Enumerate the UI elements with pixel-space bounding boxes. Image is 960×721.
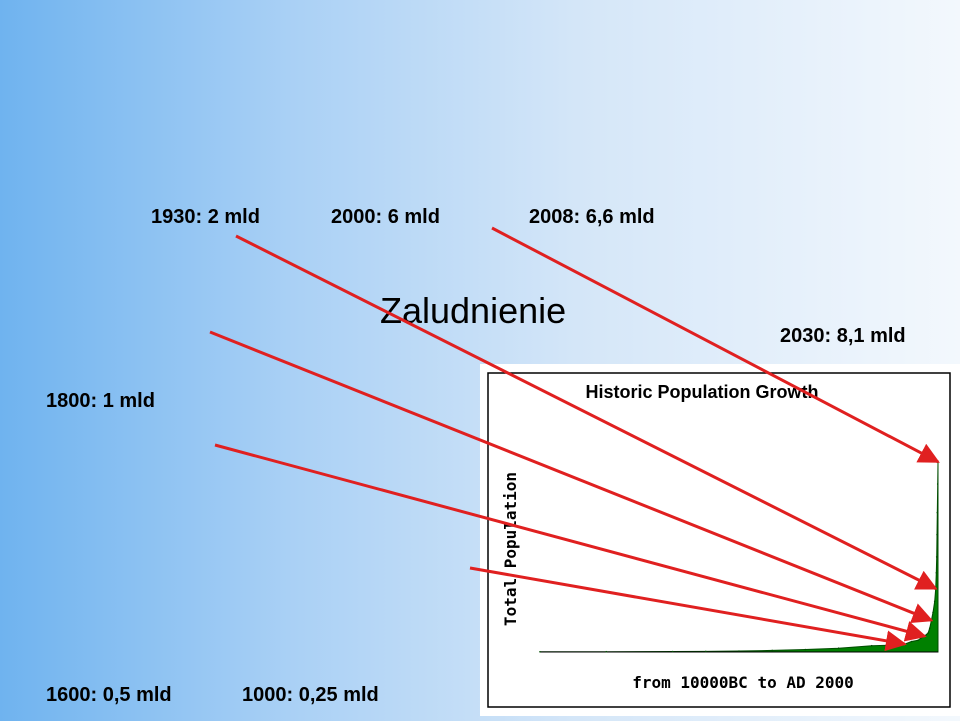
data-point [920,636,923,639]
data-point [936,511,939,514]
data-point [771,649,773,652]
data-point [932,611,934,614]
data-point [904,643,906,645]
chart-frame [487,372,951,708]
chart-panel: Historic Population Growth Total Populat… [480,364,960,716]
data-point [605,650,608,653]
data-point [837,647,840,649]
data-point [935,556,938,558]
data-point [935,572,938,574]
data-point [925,633,928,636]
data-point [917,639,919,642]
data-point [934,587,937,590]
data-point [937,461,939,463]
data-point [804,648,807,651]
data-point [910,640,913,643]
chart-xlabel: from 10000BC to AD 2000 [632,673,854,692]
data-point [870,644,873,647]
annotation-1000: 1000: 0,25 mld [242,684,379,706]
data-point [936,483,939,485]
annotation-2030: 2030: 8,1 mld [780,325,906,347]
data-point [933,600,936,603]
data-point [928,627,931,629]
chart-title: Historic Population Growth [586,382,819,402]
data-point [887,644,890,647]
data-point [671,650,674,653]
data-point [738,650,740,652]
annotation-1800: 1800: 1 mld [46,390,155,412]
annotation-2008: 2008: 6,6 mld [529,206,655,228]
chart-ylabel: Total Population [501,472,520,626]
data-point [705,650,707,653]
annotation-1600: 1600: 0,5 mld [46,684,172,706]
annotation-2000: 2000: 6 mld [331,206,440,228]
data-point [927,632,929,634]
data-point [923,635,926,637]
population-chart: Historic Population Growth Total Populat… [487,372,951,708]
data-point [930,619,933,622]
data-point [539,651,541,653]
data-point [936,533,938,536]
annotation-1930: 1930: 2 mld [151,206,260,228]
page-title: Zaludnienie [380,290,567,331]
